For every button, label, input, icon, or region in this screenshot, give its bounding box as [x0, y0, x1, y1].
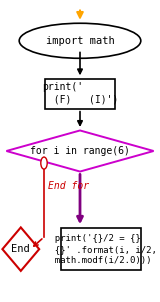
- Text: End for: End for: [48, 181, 89, 191]
- Text: for i in range(6): for i in range(6): [30, 146, 130, 156]
- Circle shape: [41, 157, 47, 169]
- FancyBboxPatch shape: [61, 228, 141, 270]
- FancyBboxPatch shape: [45, 79, 115, 109]
- Text: print('{}/2 = {}
  {}' .format(i, i/2,
  math.modf(i/2.0))): print('{}/2 = {} {}' .format(i, i/2, mat…: [44, 233, 157, 265]
- Text: import math: import math: [46, 36, 114, 46]
- Polygon shape: [2, 227, 39, 271]
- Text: print('
  (F)   (I)'): print(' (F) (I)'): [42, 82, 118, 105]
- Ellipse shape: [19, 23, 141, 58]
- Text: End: End: [11, 244, 30, 254]
- Polygon shape: [6, 130, 154, 172]
